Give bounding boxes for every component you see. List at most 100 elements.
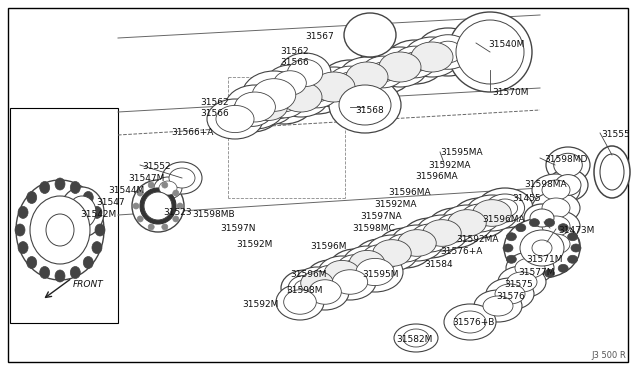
- Text: 31576+A: 31576+A: [440, 247, 483, 256]
- Ellipse shape: [280, 82, 322, 112]
- Bar: [10, 108, 118, 323]
- Text: 31455: 31455: [512, 194, 541, 203]
- Ellipse shape: [287, 70, 347, 114]
- Text: 31582M: 31582M: [396, 335, 433, 344]
- Text: 31584: 31584: [424, 260, 452, 269]
- Text: 31575: 31575: [504, 280, 532, 289]
- Ellipse shape: [288, 275, 322, 301]
- Ellipse shape: [495, 284, 525, 304]
- Ellipse shape: [473, 200, 511, 226]
- Ellipse shape: [542, 198, 570, 218]
- Ellipse shape: [252, 79, 296, 111]
- Ellipse shape: [546, 147, 590, 183]
- Ellipse shape: [281, 270, 329, 306]
- Ellipse shape: [262, 86, 306, 118]
- Ellipse shape: [520, 230, 564, 266]
- Text: 31547: 31547: [96, 198, 125, 207]
- Ellipse shape: [337, 255, 373, 281]
- Ellipse shape: [568, 255, 578, 263]
- Text: 31598MC: 31598MC: [352, 224, 395, 233]
- Ellipse shape: [372, 240, 412, 266]
- Ellipse shape: [308, 280, 341, 304]
- Text: J3 500 R: J3 500 R: [591, 351, 626, 360]
- Ellipse shape: [435, 214, 475, 242]
- Text: 31577M: 31577M: [518, 268, 554, 277]
- Ellipse shape: [454, 311, 486, 333]
- Ellipse shape: [600, 154, 624, 190]
- Ellipse shape: [532, 192, 580, 224]
- Ellipse shape: [242, 71, 306, 119]
- Ellipse shape: [401, 52, 429, 72]
- Ellipse shape: [83, 257, 93, 269]
- Ellipse shape: [398, 230, 436, 256]
- Ellipse shape: [132, 180, 184, 232]
- Ellipse shape: [515, 258, 545, 278]
- Ellipse shape: [313, 265, 347, 291]
- Ellipse shape: [347, 252, 403, 292]
- Ellipse shape: [354, 239, 406, 277]
- Ellipse shape: [319, 270, 341, 286]
- Text: 31568: 31568: [355, 106, 384, 115]
- Ellipse shape: [379, 52, 421, 82]
- Ellipse shape: [83, 192, 93, 203]
- Ellipse shape: [235, 92, 275, 122]
- Ellipse shape: [532, 228, 580, 260]
- Text: 31523: 31523: [163, 208, 191, 217]
- Ellipse shape: [485, 194, 525, 222]
- Ellipse shape: [239, 103, 264, 121]
- Ellipse shape: [474, 290, 522, 322]
- Ellipse shape: [477, 188, 533, 228]
- Ellipse shape: [232, 97, 272, 126]
- Ellipse shape: [224, 92, 280, 132]
- Ellipse shape: [287, 60, 323, 87]
- Ellipse shape: [154, 177, 182, 199]
- Ellipse shape: [320, 60, 380, 104]
- Ellipse shape: [504, 218, 580, 278]
- Ellipse shape: [273, 77, 329, 117]
- Ellipse shape: [466, 195, 518, 231]
- Ellipse shape: [456, 20, 524, 84]
- Ellipse shape: [46, 214, 74, 246]
- Ellipse shape: [554, 153, 582, 177]
- Text: 31555: 31555: [601, 130, 630, 139]
- Ellipse shape: [368, 250, 392, 267]
- Ellipse shape: [339, 85, 391, 125]
- Ellipse shape: [542, 216, 570, 236]
- Ellipse shape: [507, 272, 537, 292]
- Ellipse shape: [328, 66, 372, 98]
- Ellipse shape: [423, 220, 461, 246]
- Ellipse shape: [452, 198, 508, 238]
- Ellipse shape: [349, 250, 385, 276]
- Text: 31570M: 31570M: [492, 88, 529, 97]
- Text: 31576: 31576: [496, 292, 525, 301]
- Text: 31597NA: 31597NA: [360, 212, 402, 221]
- Ellipse shape: [366, 235, 418, 271]
- Ellipse shape: [159, 181, 177, 195]
- Ellipse shape: [548, 169, 588, 201]
- Text: 31596M: 31596M: [290, 270, 326, 279]
- Ellipse shape: [306, 260, 354, 296]
- Circle shape: [148, 224, 154, 230]
- Ellipse shape: [343, 246, 391, 280]
- Ellipse shape: [385, 40, 445, 84]
- Circle shape: [133, 203, 139, 209]
- Text: 31592MA: 31592MA: [456, 235, 499, 244]
- Ellipse shape: [318, 256, 366, 290]
- Ellipse shape: [542, 180, 570, 200]
- Ellipse shape: [301, 274, 349, 310]
- Ellipse shape: [313, 72, 355, 102]
- Ellipse shape: [303, 82, 330, 102]
- Ellipse shape: [55, 178, 65, 190]
- Circle shape: [148, 182, 154, 188]
- Text: 31596MA: 31596MA: [482, 215, 525, 224]
- Circle shape: [173, 216, 179, 222]
- Ellipse shape: [162, 162, 202, 194]
- Text: FRONT: FRONT: [73, 280, 104, 289]
- Ellipse shape: [140, 188, 176, 224]
- Ellipse shape: [169, 168, 195, 188]
- Text: 31598M: 31598M: [286, 286, 323, 295]
- Ellipse shape: [248, 93, 287, 121]
- Text: 31566+A: 31566+A: [171, 128, 213, 137]
- Ellipse shape: [225, 85, 285, 129]
- Text: 31566: 31566: [280, 58, 309, 67]
